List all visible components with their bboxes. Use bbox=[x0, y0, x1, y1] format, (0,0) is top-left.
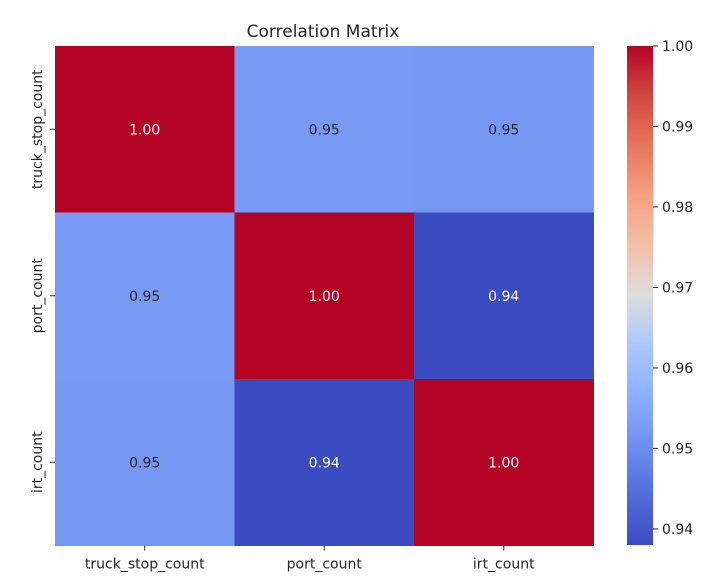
colorbar-tick-label: 0.94 bbox=[662, 522, 693, 538]
cell-value-label: 1.00 bbox=[129, 122, 160, 138]
heatmap-cell bbox=[234, 379, 415, 546]
cell-value-label: 0.95 bbox=[309, 122, 340, 138]
y-tick-label: irt_count bbox=[30, 431, 46, 493]
cell-value-label: 0.94 bbox=[488, 289, 519, 305]
colorbar-tick-label: 0.99 bbox=[662, 119, 693, 135]
heatmap-cell bbox=[234, 212, 415, 380]
x-tick-label: irt_count bbox=[473, 557, 535, 573]
colorbar-gradient bbox=[627, 46, 653, 545]
x-tick-label: port_count bbox=[287, 557, 363, 573]
y-axis: truck_stop_count port_count irt_count bbox=[30, 69, 55, 493]
heatmap-cell bbox=[414, 379, 594, 546]
colorbar-tick-label: 0.98 bbox=[662, 200, 693, 216]
y-tick-label: port_count bbox=[30, 258, 46, 334]
x-axis: truck_stop_count port_count irt_count bbox=[85, 545, 535, 573]
colorbar: 0.94 0.95 0.96 0.97 0.98 0.99 1.00 bbox=[627, 39, 693, 545]
y-tick-label: truck_stop_count bbox=[30, 69, 46, 189]
heatmap-cell bbox=[55, 212, 235, 380]
cell-value-label: 0.94 bbox=[309, 455, 340, 471]
heatmap-cell bbox=[234, 46, 415, 213]
heatmap-cell bbox=[414, 46, 594, 213]
x-tick-label: truck_stop_count bbox=[85, 557, 205, 573]
cell-value-label: 0.95 bbox=[488, 122, 519, 138]
heatmap-cell-labels: 1.00 0.95 0.95 0.95 1.00 0.94 0.95 0.94 1.00 bbox=[129, 122, 519, 471]
cell-value-label: 1.00 bbox=[488, 455, 519, 471]
colorbar-tick-label: 0.97 bbox=[662, 280, 693, 296]
colorbar-tick-label: 0.95 bbox=[662, 441, 693, 457]
cell-value-label: 0.95 bbox=[129, 455, 160, 471]
heatmap-cell bbox=[55, 379, 235, 546]
colorbar-tick-label: 0.96 bbox=[662, 361, 693, 377]
heatmap-cell bbox=[55, 46, 235, 213]
cell-value-label: 1.00 bbox=[309, 289, 340, 305]
heatmap-cell bbox=[414, 212, 594, 380]
chart-title: Correlation Matrix bbox=[247, 22, 400, 42]
cell-value-label: 0.95 bbox=[129, 289, 160, 305]
colorbar-tick-label: 1.00 bbox=[662, 39, 693, 55]
heatmap-cells bbox=[55, 46, 594, 546]
